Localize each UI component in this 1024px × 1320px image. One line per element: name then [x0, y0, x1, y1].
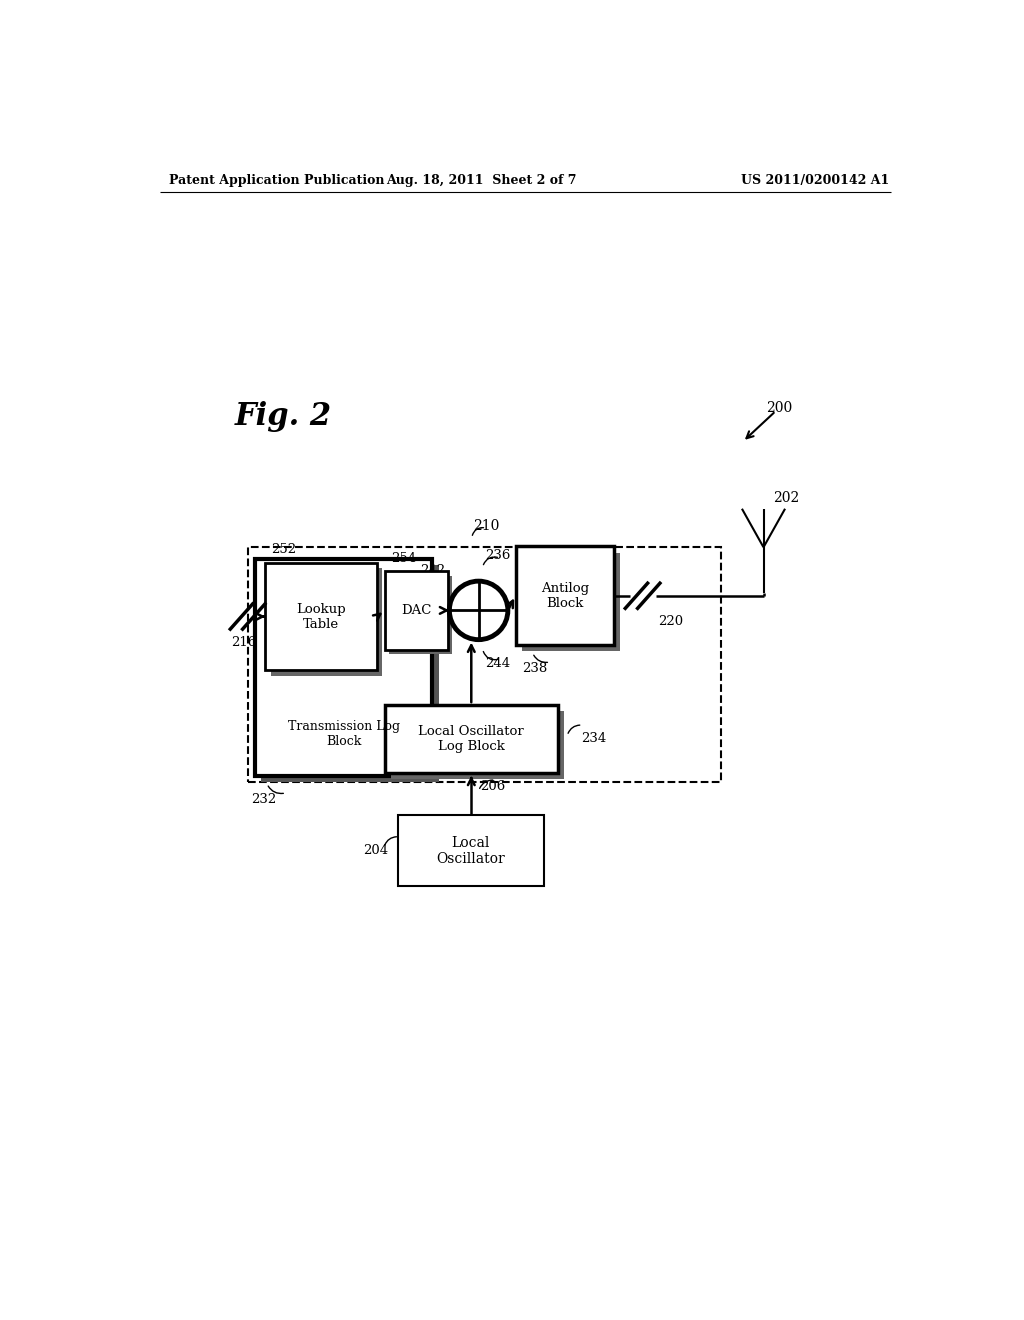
Text: 238: 238 — [521, 663, 547, 675]
Bar — [255, 558, 432, 776]
Text: 244: 244 — [484, 656, 510, 669]
Text: 232: 232 — [252, 793, 276, 807]
Text: 216: 216 — [230, 636, 256, 649]
Bar — [385, 705, 558, 774]
Text: 204: 204 — [364, 843, 388, 857]
Bar — [391, 711, 564, 779]
Bar — [248, 548, 721, 781]
Text: Antilog
Block: Antilog Block — [541, 582, 589, 610]
Text: Lookup
Table: Lookup Table — [296, 602, 346, 631]
Bar — [521, 553, 621, 651]
Text: Aug. 18, 2011  Sheet 2 of 7: Aug. 18, 2011 Sheet 2 of 7 — [386, 174, 577, 187]
Text: 210: 210 — [473, 519, 500, 533]
Text: Patent Application Publication: Patent Application Publication — [169, 174, 385, 187]
Text: 236: 236 — [484, 549, 510, 562]
Text: 206: 206 — [480, 780, 506, 793]
Text: 242: 242 — [421, 564, 445, 577]
Text: 202: 202 — [773, 491, 799, 506]
Bar — [270, 568, 382, 676]
Text: 246: 246 — [514, 589, 540, 601]
Text: Fig. 2: Fig. 2 — [234, 401, 332, 432]
Text: 220: 220 — [658, 615, 683, 628]
Bar — [397, 816, 544, 886]
Text: 234: 234 — [581, 733, 606, 746]
Bar — [385, 572, 447, 649]
Text: DAC: DAC — [401, 603, 431, 616]
Text: 254: 254 — [391, 552, 416, 565]
Bar — [261, 565, 438, 781]
Bar — [515, 546, 614, 645]
Bar — [389, 576, 453, 655]
Text: Transmission Log
Block: Transmission Log Block — [288, 719, 400, 747]
Text: 252: 252 — [271, 544, 297, 557]
Text: Local
Oscillator: Local Oscillator — [436, 836, 505, 866]
Text: 200: 200 — [766, 401, 792, 414]
Bar — [265, 562, 377, 671]
Text: US 2011/0200142 A1: US 2011/0200142 A1 — [740, 174, 889, 187]
Text: Local Oscillator
Log Block: Local Oscillator Log Block — [419, 725, 524, 752]
